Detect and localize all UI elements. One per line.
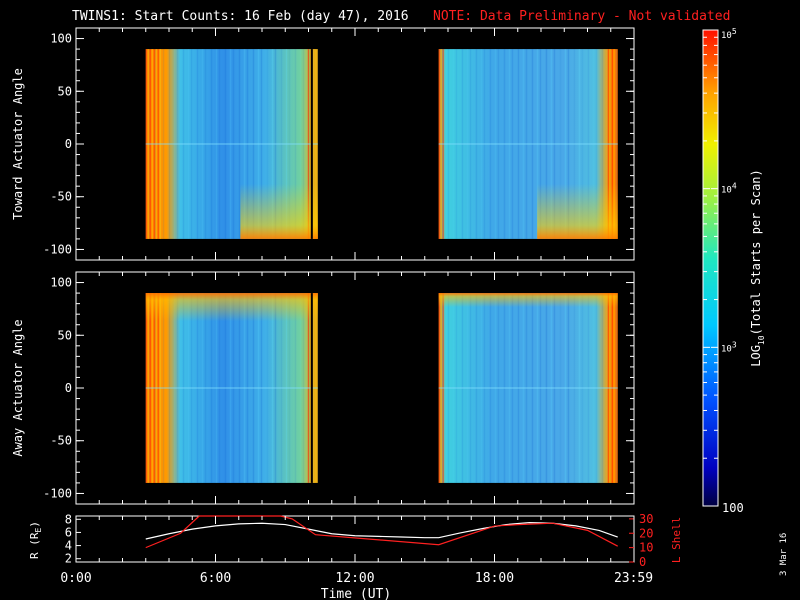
toward-ytick-label: -50	[50, 190, 72, 204]
colorbar-label-sub: 10	[757, 335, 766, 345]
lshell-axis-label: L Shell	[670, 517, 683, 563]
colorbar-tick-base: 10	[721, 31, 732, 41]
colorbar-tick-label: 103	[721, 340, 737, 354]
away-y-axis: 100 50 0 -50 -100	[43, 272, 635, 504]
away-y-label: Away Actuator Angle	[11, 319, 25, 456]
r-ytick-label: 6	[65, 525, 72, 539]
date-stamp: 3 Mar 16	[779, 533, 789, 576]
lshell-ytick-label: 0	[639, 555, 646, 569]
away-ytick-label: 100	[50, 276, 72, 290]
lshell-ytick-label: 30	[639, 512, 653, 526]
away-ytick-label: 50	[58, 328, 72, 342]
toward-y-axis: 100 50 0 -50 -100	[43, 28, 635, 260]
away-ytick-label: -100	[43, 486, 72, 500]
time-xtick-label: 18:00	[475, 571, 514, 586]
colorbar-tick-base: 10	[721, 186, 732, 196]
time-xtick-label: 12:00	[335, 571, 374, 586]
lshell-series-line	[145, 515, 619, 549]
away-ytick-label: -50	[50, 434, 72, 448]
colorbar-tick-label: 104	[721, 182, 737, 196]
r-series-line	[145, 521, 618, 540]
r-ytick-label: 2	[65, 552, 72, 566]
toward-heatmap-panel	[145, 49, 618, 239]
away-block-1-hot-band	[145, 293, 318, 322]
toward-ytick-label: 50	[58, 84, 72, 98]
time-xtick-label: 0:00	[60, 571, 91, 586]
toward-ytick-label: -100	[43, 242, 72, 256]
colorbar-tick-label: 105	[721, 27, 737, 41]
colorbar-tick-exp: 4	[732, 182, 737, 191]
r-ytick-label: 4	[65, 539, 72, 553]
away-block-2-hot-band	[438, 293, 618, 308]
toward-block-2-hot-band	[537, 183, 618, 239]
away-ytick-label: 0	[65, 381, 72, 395]
away-heatmap-panel	[145, 293, 618, 483]
preliminary-note: NOTE: Data Preliminary - Not validated	[433, 9, 730, 24]
time-axis-label: Time (UT)	[321, 587, 391, 600]
colorbar-tick-base: 10	[721, 344, 732, 354]
time-xtick-label: 6:00	[200, 571, 231, 586]
r-ytick-label: 8	[65, 512, 72, 526]
lshell-ytick-label: 20	[639, 526, 653, 540]
toward-ytick-label: 100	[50, 32, 72, 46]
toward-y-label: Toward Actuator Angle	[11, 68, 25, 220]
r-axis-label-sub: E	[34, 527, 43, 532]
figure-title: TWINS1: Start Counts: 16 Feb (day 47), 2…	[72, 9, 409, 24]
colorbar-label-suffix: (Total Starts per Scan)	[749, 169, 763, 335]
colorbar	[702, 29, 719, 507]
toward-ytick-label: 0	[65, 137, 72, 151]
away-gap-line	[310, 293, 313, 483]
colorbar-label-prefix: LOG	[749, 345, 763, 367]
time-xtick-label: 23:59	[614, 571, 653, 586]
time-x-axis: 0:00 6:00 12:00 18:00 23:59	[60, 516, 653, 586]
colorbar-bottom-label: 100	[722, 501, 744, 515]
toward-block-1-hot-band	[240, 183, 318, 239]
colorbar-tick-exp: 5	[732, 27, 737, 36]
toward-gap-line	[310, 49, 313, 239]
lshell-ytick-label: 10	[639, 541, 653, 555]
r-axis-label-r: R (R	[28, 532, 41, 559]
r-axis-label: R (RE)	[28, 521, 43, 559]
colorbar-tick-exp: 3	[732, 340, 737, 349]
colorbar-label: LOG10(Total Starts per Scan)	[749, 169, 766, 367]
